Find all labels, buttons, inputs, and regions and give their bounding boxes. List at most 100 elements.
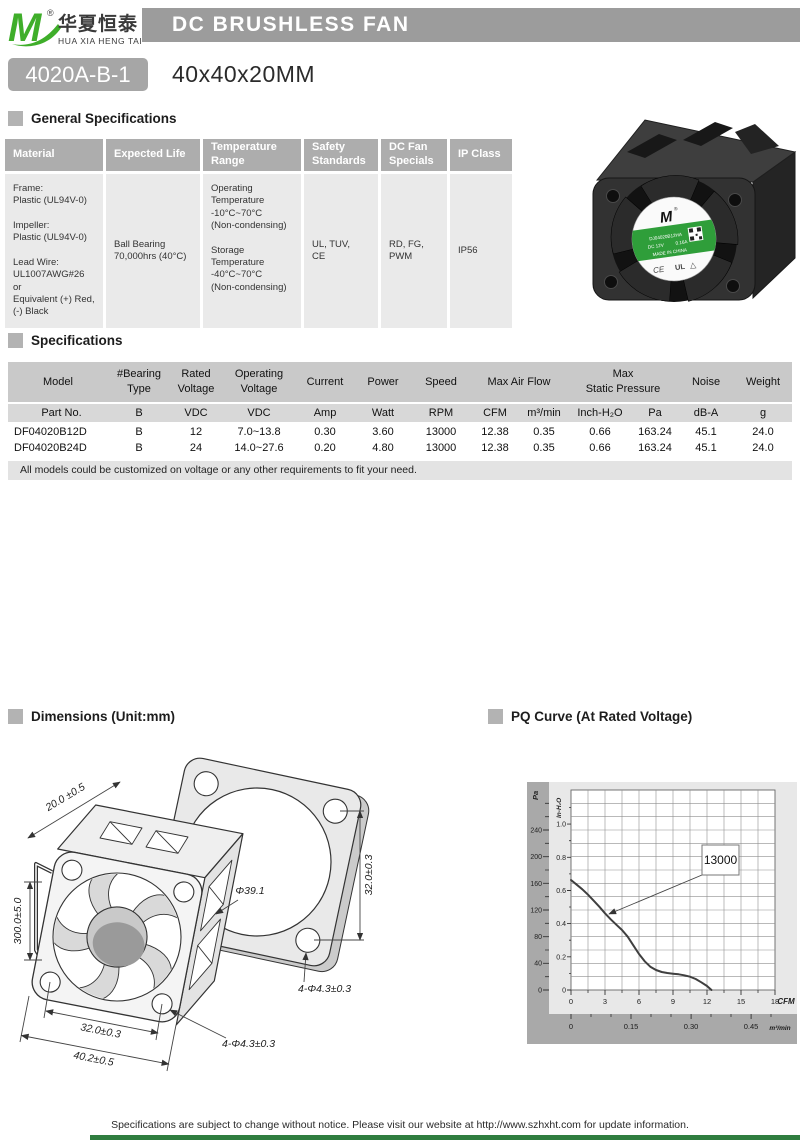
company-logo: M ® 华夏恒泰 HUA XIA HENG TAI [8, 6, 142, 50]
registered-mark: ® [47, 8, 54, 18]
section-bullet-icon [488, 709, 503, 724]
unit-pa: Pa [632, 404, 678, 424]
pa-tick-labels: 0 40 80 120 160 200 240 [530, 828, 542, 995]
unit-cfm: CFM [470, 404, 520, 424]
label-brand-m-icon: M [659, 208, 674, 227]
svg-text:0.8: 0.8 [556, 855, 566, 862]
customization-note: All models could be customized on voltag… [8, 461, 792, 480]
col-max-static-pressure: Max Static Pressure [568, 362, 678, 404]
fan-photo-top-face [595, 119, 797, 183]
dim-depth: 20.0 ±0.5 [43, 781, 88, 814]
label-model: DJ04020B12HA [649, 232, 683, 242]
gh-dc-fan-specials: DC Fan Specials [381, 139, 447, 171]
svg-text:120: 120 [530, 908, 542, 915]
section-bullet-icon [8, 333, 23, 348]
svg-text:3: 3 [603, 997, 607, 1006]
m3min-major-ticks [570, 1014, 752, 1019]
fan-photo-top-vent [735, 124, 779, 154]
footer-green-bar [90, 1135, 800, 1140]
table-row: DF04020B12D B 12 7.0~13.8 0.30 3.60 13000 12.38… [8, 424, 792, 440]
logo-swoosh-icon [12, 24, 61, 47]
inh2o-tick-labels: 0 0.2 0.4 0.6 0.8 1.0 [556, 822, 566, 995]
m3min-axis-label: m³/min [769, 1025, 790, 1032]
fan-photo-screw-holes [604, 189, 742, 293]
col-current: Current [296, 362, 354, 404]
col-bearing: #Bearing Type [108, 362, 170, 404]
annotation-arrow [608, 874, 703, 915]
svg-text:1.0: 1.0 [556, 822, 566, 829]
section-title: General Specifications [31, 111, 177, 126]
gh-safety-standards: Safety Standards [304, 139, 378, 171]
header-banner: DC BRUSHLESS FAN [142, 8, 800, 42]
spec-units-row: Part No. B VDC VDC Amp Watt RPM CFM m³/m… [8, 404, 792, 424]
grid-vertical [587, 790, 759, 990]
section-pq-curve: PQ Curve (At Rated Voltage) [488, 709, 692, 724]
label-amp: 0.16A [675, 239, 689, 246]
gc-expected-life: Ball Bearing 70,000hrs (40°C) [106, 174, 200, 328]
svg-text:18: 18 [771, 997, 779, 1006]
label-volt: DC 12V [647, 242, 665, 249]
svg-text:6: 6 [637, 997, 641, 1006]
page-title: DC BRUSHLESS FAN [172, 13, 410, 36]
dim-plate-holes: 4-Φ4.3±0.3 [298, 983, 351, 995]
col-power: Power [354, 362, 412, 404]
model-badge: 4020A-B-1 [8, 58, 148, 91]
gc-dc-fan-specials: RD, FG, PWM [381, 174, 447, 328]
spec-header-row: Model #Bearing Type Rated Voltage Operat… [8, 362, 792, 404]
fan-front-face [31, 851, 203, 1023]
cfm-minor-ticks [587, 990, 759, 993]
ce-mark-icon: CE [653, 265, 666, 276]
dim-bore: Φ39.1 [235, 885, 264, 897]
m3min-minor-ticks [590, 1014, 772, 1017]
col-weight: Weight [734, 362, 792, 404]
svg-text:15: 15 [737, 997, 745, 1006]
unit-inch-h2o: Inch-H₂O [568, 404, 632, 424]
dimensions-drawing: 20.0 ±0.5 300.0±5.0 Φ39.1 32.0±0.3 4-Φ4.… [12, 757, 375, 1072]
annotation-box [701, 844, 740, 876]
dimension-lines [19, 781, 364, 1072]
svg-text:0: 0 [562, 988, 566, 995]
svg-text:0.30: 0.30 [684, 1022, 699, 1031]
gh-ip-class: IP Class [450, 139, 512, 171]
svg-text:0: 0 [538, 988, 542, 995]
fan-photo-top-vent [627, 134, 677, 158]
svg-text:200: 200 [530, 854, 542, 861]
ul-mark-icon: UL [674, 262, 686, 272]
inh2o-minor-ticks [569, 807, 571, 974]
svg-text:240: 240 [530, 828, 542, 835]
cfm-tick-labels: 0 3 6 9 12 15 18 [569, 997, 779, 1006]
svg-text:0: 0 [569, 997, 573, 1006]
section-dimensions: Dimensions (Unit:mm) [8, 709, 175, 724]
unit-amp: Amp [296, 404, 354, 424]
gh-expected-life: Expected Life [106, 139, 200, 171]
gc-ip-class: IP56 [450, 174, 512, 328]
col-noise: Noise [678, 362, 734, 404]
svg-text:0.15: 0.15 [624, 1022, 639, 1031]
section-general-specifications: General Specifications [8, 111, 177, 126]
svg-text:0.4: 0.4 [556, 921, 566, 928]
pa-axis-label: Pa [531, 791, 540, 800]
section-specifications: Specifications [8, 333, 123, 348]
col-rated-voltage: Rated Voltage [170, 362, 222, 404]
fan-photo-hub-label: M ® DJ04020B12HA DC 12V 0.16A MADE IN CH… [630, 196, 718, 282]
general-spec-table: Material Expected Life Temperature Range… [5, 139, 512, 328]
label-registered: ® [673, 205, 678, 212]
unit-watt: Watt [354, 404, 412, 424]
grid-horizontal [571, 803, 775, 977]
col-model: Model [8, 362, 108, 404]
unit-vdc: VDC [170, 404, 222, 424]
svg-text:80: 80 [534, 934, 542, 941]
gh-temperature-range: Temperature Range [203, 139, 301, 171]
svg-text:160: 160 [530, 881, 542, 888]
unit-g: g [734, 404, 792, 424]
section-bullet-icon [8, 709, 23, 724]
svg-text:40: 40 [534, 961, 542, 968]
section-title: Specifications [31, 333, 123, 348]
brand-cn: 华夏恒泰 [58, 12, 138, 35]
pa-minor-ticks [545, 802, 549, 978]
unit-vdc2: VDC [222, 404, 296, 424]
col-max-air-flow: Max Air Flow [470, 362, 568, 404]
svg-text:0: 0 [569, 1022, 573, 1031]
cfm-axis-label: CFM [777, 997, 795, 1006]
col-speed: Speed [412, 362, 470, 404]
